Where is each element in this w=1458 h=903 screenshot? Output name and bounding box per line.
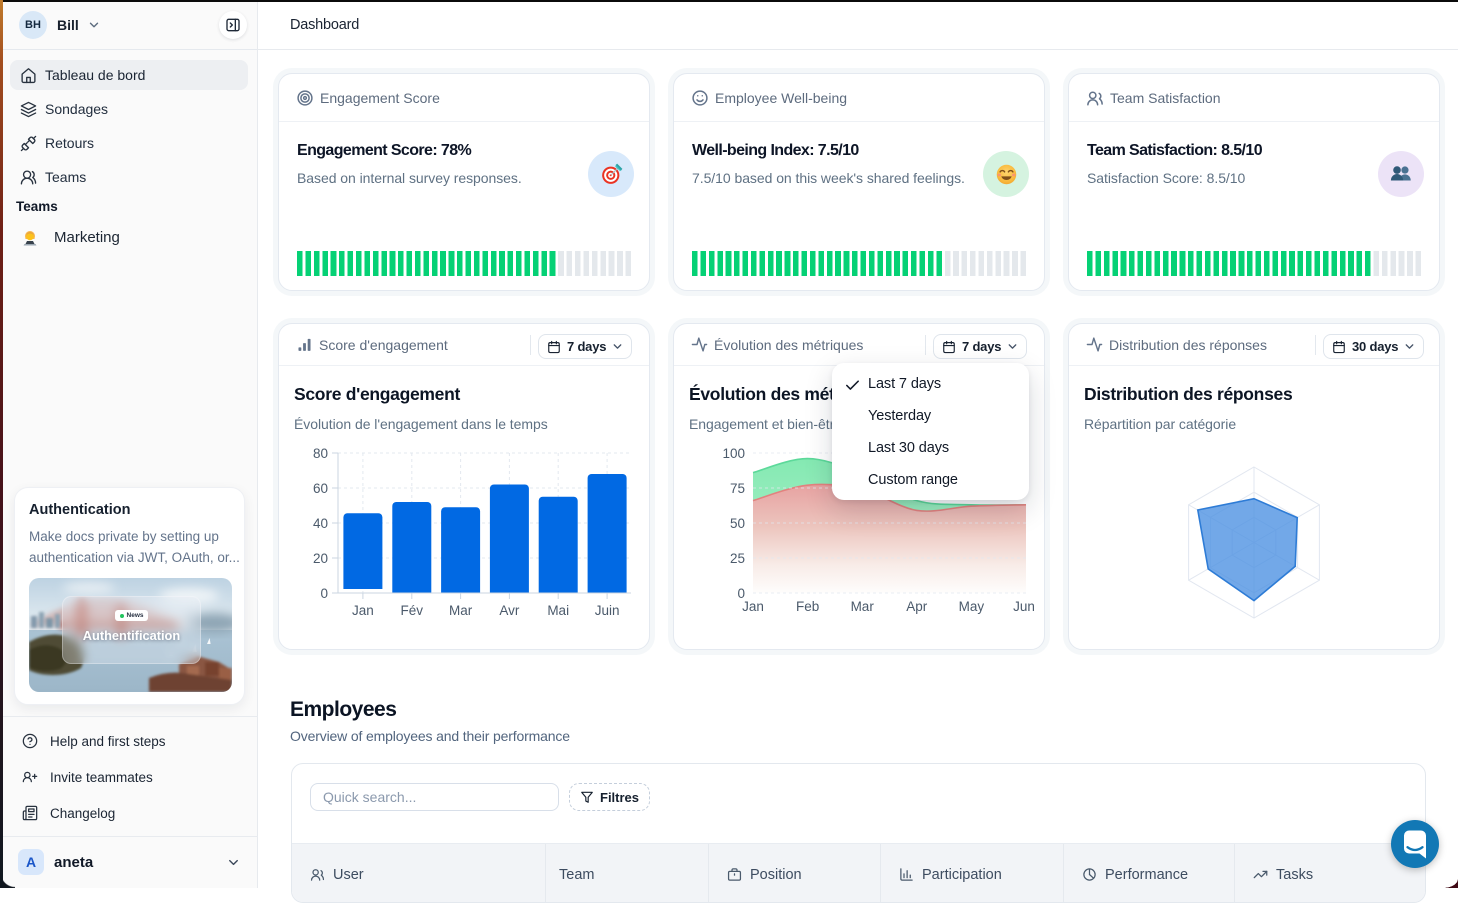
svg-text:20: 20 [313, 551, 328, 566]
svg-text:Jan: Jan [352, 603, 374, 618]
svg-text:50: 50 [730, 516, 745, 531]
svg-text:75: 75 [730, 481, 745, 496]
svg-text:60: 60 [313, 481, 328, 496]
svg-text:Mar: Mar [851, 599, 875, 614]
svg-text:Feb: Feb [796, 599, 819, 614]
svg-text:100: 100 [722, 446, 745, 461]
svg-text:May: May [959, 599, 985, 614]
svg-text:0: 0 [320, 586, 328, 601]
svg-text:40: 40 [313, 516, 328, 531]
svg-text:Avr: Avr [499, 603, 520, 618]
svg-text:Jan: Jan [742, 599, 764, 614]
svg-text:25: 25 [730, 551, 745, 566]
svg-text:Fév: Fév [401, 603, 424, 618]
svg-text:80: 80 [313, 446, 328, 461]
svg-text:Mai: Mai [547, 603, 569, 618]
svg-text:Juin: Juin [595, 603, 620, 618]
svg-text:0: 0 [737, 586, 745, 601]
svg-text:Jun: Jun [1013, 599, 1035, 614]
svg-text:Mar: Mar [449, 603, 473, 618]
svg-text:Apr: Apr [906, 599, 928, 614]
